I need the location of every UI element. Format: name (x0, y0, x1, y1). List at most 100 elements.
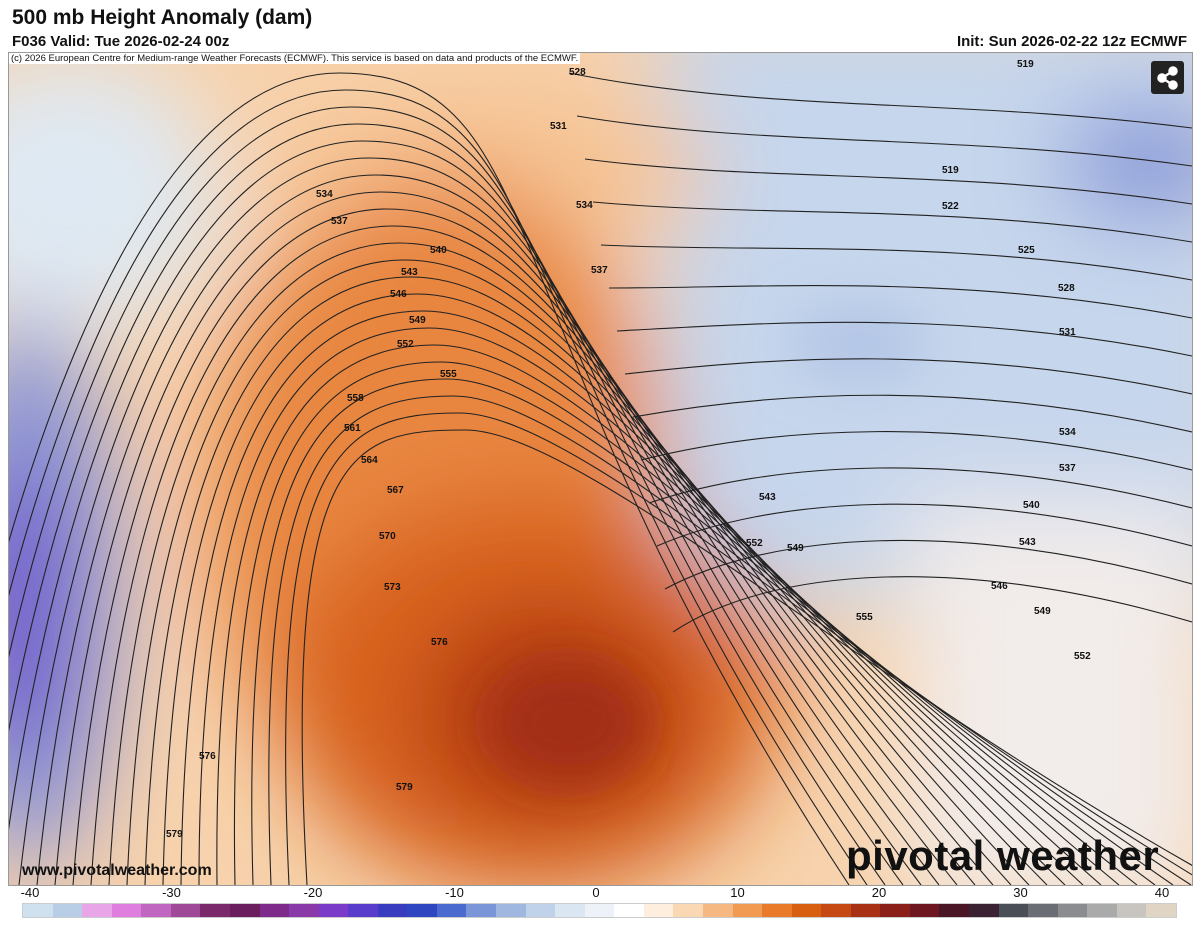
contour-label: 552 (1074, 651, 1091, 662)
colorbar-swatch (909, 904, 940, 917)
contour-line (126, 259, 1048, 885)
contour-line (216, 344, 1138, 885)
colorbar-swatch (1087, 904, 1117, 917)
colorbar-tick: -40 (20, 885, 40, 900)
contour-label: 576 (431, 637, 448, 648)
contour-label: 570 (379, 531, 396, 542)
contour-labels: 528 531 534 537 540 543 546 549 552 555 558 561 564 5… (166, 59, 1091, 840)
contour-label: 579 (166, 829, 183, 840)
colorbar-swatch (1057, 904, 1088, 917)
contour-line (9, 72, 850, 885)
contour-line (568, 72, 1192, 129)
contour-line (9, 123, 904, 885)
colorbar-tick: 10 (730, 885, 745, 900)
contour-label: 519 (1017, 59, 1034, 70)
colorbar-swatch (170, 904, 201, 917)
contour-label: 537 (1059, 463, 1076, 474)
contour-line (198, 327, 1120, 885)
colorbar-swatch (1028, 904, 1058, 917)
contour-label: 549 (1034, 606, 1051, 617)
init-time: Init: Sun 2026-02-22 12z ECMWF (956, 33, 1187, 50)
colorbar-swatch (466, 904, 496, 917)
contour-line (9, 140, 922, 885)
map-title: 500 mb Height Anomaly (dam) (12, 6, 313, 29)
contour-line (600, 244, 1192, 281)
share-button[interactable] (1151, 61, 1184, 94)
colorbar-swatch (377, 904, 408, 917)
colorbar-swatch (702, 904, 733, 917)
colorbar-tick: 0 (592, 885, 600, 900)
contour-line (672, 576, 1192, 633)
contour-line (664, 539, 1192, 590)
contour-label: 531 (550, 121, 567, 132)
colorbar-ticks: -40 -30 -20 -10 0 10 20 30 40 (0, 885, 1201, 901)
contour-label: 534 (576, 200, 593, 211)
colorbar-tick: -20 (303, 885, 323, 900)
contour-line (592, 201, 1192, 243)
colorbar-swatch (1146, 904, 1176, 917)
contour-label: 522 (942, 201, 959, 212)
anomaly-field: 528 531 534 537 540 543 546 549 552 555 558 561 564 5… (9, 53, 1192, 885)
colorbar (22, 903, 1177, 918)
contour-label: 573 (384, 582, 401, 593)
contour-line (576, 115, 1192, 167)
colorbar-swatch (850, 904, 881, 917)
colorbar-swatch (791, 904, 822, 917)
colorbar-swatch (673, 904, 703, 917)
colorbar-swatch (496, 904, 526, 917)
contour-label: 567 (387, 485, 404, 496)
website-link[interactable]: www.pivotalweather.com (22, 862, 212, 879)
contour-label: 558 (347, 393, 364, 404)
contour-label: 549 (787, 543, 804, 554)
contour-line (608, 285, 1192, 319)
contour-label: 534 (1059, 427, 1076, 438)
contour-label: 552 (746, 538, 763, 549)
contour-label: 537 (331, 216, 348, 227)
contour-label: 528 (1058, 283, 1075, 294)
colorbar-swatch (643, 904, 674, 917)
copyright-notice: (c) 2026 European Centre for Medium-rang… (9, 53, 581, 64)
colorbar-swatch (732, 904, 763, 917)
colorbar-swatch (880, 904, 910, 917)
contour-label: 540 (1023, 500, 1040, 511)
contour-label: 555 (440, 369, 457, 380)
colorbar-swatch (584, 904, 615, 917)
contour-label: 579 (396, 782, 413, 793)
valid-time: F036 Valid: Tue 2026-02-24 00z (12, 33, 230, 50)
map-canvas[interactable]: 528 531 534 537 540 543 546 549 552 555 558 561 564 5… (8, 52, 1193, 886)
contour-label: 552 (397, 339, 414, 350)
colorbar-swatch (259, 904, 290, 917)
share-icon (1157, 66, 1178, 90)
contour-label: 528 (569, 67, 586, 78)
colorbar-swatch (998, 904, 1029, 917)
contour-line (584, 158, 1192, 205)
colorbar-swatch (229, 904, 260, 917)
colorbar-swatch (525, 904, 556, 917)
contour-line (162, 293, 1084, 885)
contour-label: 525 (1018, 245, 1035, 256)
contour-label: 546 (991, 581, 1008, 592)
contour-line (640, 431, 1192, 471)
brand-logo: pivotal weather (846, 832, 1160, 879)
contour-label: 555 (856, 612, 873, 623)
colorbar-swatch (348, 904, 378, 917)
contour-line (9, 106, 886, 885)
colorbar-swatch (141, 904, 171, 917)
colorbar-swatch (407, 904, 437, 917)
contour-line (656, 503, 1192, 547)
colorbar-swatch (200, 904, 230, 917)
colorbar-swatch (762, 904, 792, 917)
colorbar-tick: 40 (1154, 885, 1170, 900)
colorbar-swatch (82, 904, 112, 917)
contour-line (108, 242, 1030, 885)
colorbar-swatch (23, 904, 53, 917)
contour-label: 549 (409, 315, 426, 326)
colorbar-swatch (555, 904, 585, 917)
contour-line (9, 89, 868, 885)
colorbar-swatch (1116, 904, 1147, 917)
height-contours (9, 72, 1192, 885)
colorbar-swatch (969, 904, 999, 917)
contour-label: 543 (1019, 537, 1036, 548)
contour-label: 543 (759, 492, 776, 503)
colorbar-swatch (111, 904, 142, 917)
